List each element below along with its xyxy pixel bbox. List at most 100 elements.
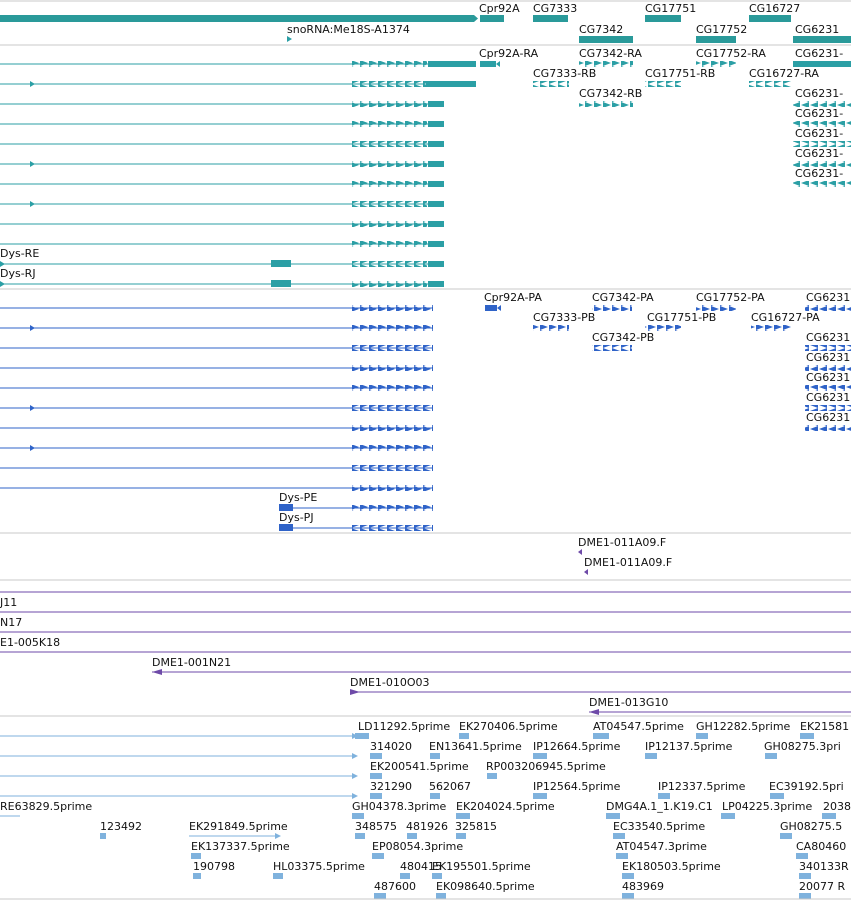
est-label: IP12337.5prime [658,780,746,793]
est-feature[interactable] [606,813,620,819]
transcript-cg6231[interactable] [793,141,851,147]
est-feature[interactable] [800,733,814,739]
protein-cg6231[interactable] [805,425,851,431]
est-feature[interactable] [372,853,384,859]
protein-cg7342-pa[interactable] [592,305,632,311]
protein-cg7333-pb[interactable] [533,325,569,331]
est-label: 314020 [370,740,412,753]
est-feature[interactable] [658,793,670,799]
gene-arrow [474,15,478,22]
transcript-cg17752-ra[interactable] [696,61,736,67]
est-feature[interactable] [370,773,382,779]
est-feature[interactable] [370,793,382,799]
est-feature[interactable] [645,753,657,759]
est-feature[interactable] [191,853,201,859]
est-feature[interactable] [432,873,442,879]
est-feature[interactable] [436,893,446,899]
transcript-cg6231[interactable] [793,121,851,127]
est-feature[interactable] [456,813,470,819]
est-feature[interactable] [765,753,777,759]
protein-cg6231[interactable] [805,365,851,371]
est-label: HL03375.5prime [273,860,365,873]
transcript-cg7342-rb[interactable] [579,101,633,107]
est-feature[interactable] [355,833,365,839]
protein-cg6231[interactable] [805,385,851,391]
exon-arrows [352,281,427,287]
est-feature[interactable] [696,733,708,739]
est-feature[interactable] [616,853,628,859]
est-feature[interactable] [456,833,466,839]
transcript-cg7342-ra[interactable] [579,61,633,67]
transcript-cg16727-ra[interactable] [749,81,791,87]
est-feature[interactable] [374,893,386,899]
est-label: 483969 [622,880,664,893]
est-feature[interactable] [100,833,106,839]
est-label: 348575 [355,820,397,833]
gene-cg16727[interactable] [749,15,791,22]
est-label: EK21581 [800,720,849,733]
est-feature[interactable] [487,773,497,779]
est-feature[interactable] [721,813,735,819]
est-arrow [352,773,358,779]
est-feature[interactable] [355,733,369,739]
est-feature[interactable] [193,873,201,879]
protein-cg6231[interactable] [805,345,851,351]
protein-cg17752-pa[interactable] [696,305,736,311]
transcript-cg17751-rb[interactable] [645,81,681,87]
est-feature[interactable] [770,793,784,799]
gene-cg6231[interactable] [793,36,851,43]
gene-label: CG6231 [795,23,839,36]
transcript-cg6231[interactable] [793,161,851,167]
est-feature[interactable] [459,733,469,739]
exon-arrows [352,345,433,351]
est-feature[interactable] [593,733,609,739]
clone-label: E1-005K18 [0,636,60,649]
protein-cpr92a-pa[interactable] [485,305,497,311]
gene-cg17752[interactable] [696,36,736,43]
est-feature[interactable] [613,833,625,839]
protein-cg6231[interactable] [805,305,851,311]
clone-end-marker[interactable] [578,549,582,555]
gene-track: Cpr92A CG7333 CG17751 CG16727 CG7342 CG1… [0,0,851,43]
est-feature[interactable] [622,893,634,899]
est-feature[interactable] [622,873,634,879]
est-feature[interactable] [430,793,440,799]
est-label: 487600 [374,880,416,893]
est-feature[interactable] [370,753,382,759]
est-label: AT04547.5prime [593,720,684,733]
transcript-label: CG6231- [795,167,843,180]
clone-end-marker[interactable] [584,569,588,575]
est-label: EC33540.5prime [613,820,705,833]
est-feature[interactable] [273,873,283,879]
gene-label: CG16727 [749,2,800,15]
est-feature[interactable] [799,893,811,899]
protein-cg16727-pa[interactable] [751,325,791,331]
est-feature[interactable] [533,753,547,759]
transcript-cg6231[interactable] [793,61,851,67]
gene-dys[interactable] [0,15,474,22]
est-feature[interactable] [822,813,836,819]
est-feature[interactable] [407,833,417,839]
est-feature[interactable] [430,753,440,759]
transcript-cpr92a-ra[interactable] [480,61,496,67]
est-feature[interactable] [533,793,547,799]
est-feature[interactable] [352,813,364,819]
gene-cg7342[interactable] [579,36,633,43]
protein-cg6231[interactable] [805,405,851,411]
exon-arrow [30,81,35,87]
snorna-feature[interactable] [287,36,292,42]
est-feature[interactable] [796,853,808,859]
protein-label: CG16727-PA [751,311,820,324]
transcript-cg6231[interactable] [793,181,851,187]
est-feature[interactable] [780,833,792,839]
gene-cg17751[interactable] [645,15,681,22]
exon-arrows [352,241,427,247]
protein-cg7342-pb[interactable] [592,345,632,351]
transcript-cg7333-rb[interactable] [533,81,569,87]
est-feature[interactable] [400,873,410,879]
est-feature[interactable] [799,873,811,879]
gene-cg7333[interactable] [533,15,568,22]
transcript-cg6231[interactable] [793,101,851,107]
gene-cpr92a[interactable] [480,15,504,22]
protein-cg17751-pb[interactable] [645,325,681,331]
